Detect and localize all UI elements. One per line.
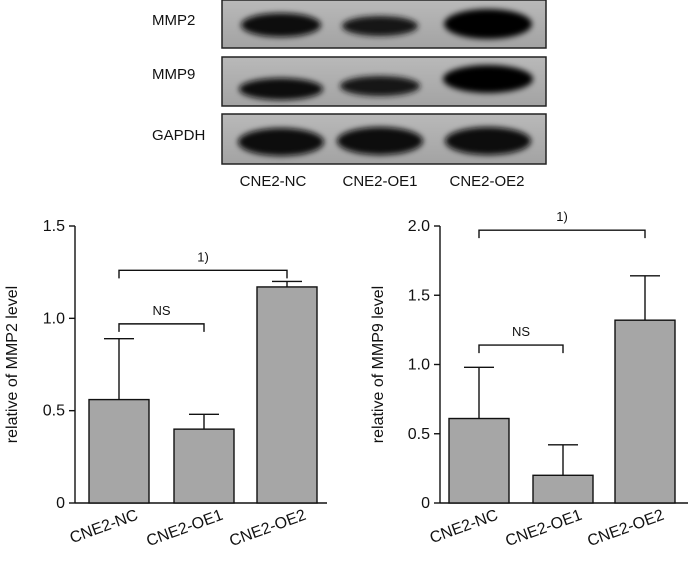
bar-cne2-oe1	[532, 474, 594, 504]
blot-strip-gapdh	[221, 113, 547, 165]
y-tick-label: 2.0	[408, 218, 430, 235]
bar-cne2-oe1	[173, 428, 235, 504]
bar-cne2-oe2	[614, 319, 676, 504]
blot-label-mmp9: MMP9	[152, 66, 195, 83]
blot-strip-mmp9	[221, 56, 547, 107]
y-tick-label: 0.5	[43, 403, 65, 420]
x-tick-label: CNE2-NC	[428, 507, 501, 547]
y-tick-label: 0.5	[408, 426, 430, 443]
y-tick-label: 1.5	[43, 218, 65, 235]
blot-lane-label-oe1: CNE2-OE1	[342, 173, 417, 190]
significance-label: NS	[152, 303, 170, 318]
y-tick-label: 1.5	[408, 287, 430, 304]
significance-bracket	[478, 344, 564, 354]
x-tick-label: CNE2-OE2	[585, 507, 666, 550]
chart-mmp9: 0 0.5 1.0 1.5 2.0 relative of MMP9 level CNE2-…	[370, 209, 688, 550]
significance-label: NS	[512, 324, 530, 339]
blot-label-gapdh: GAPDH	[152, 127, 205, 144]
y-tick-label: 0	[56, 495, 65, 512]
y-tick-label: 1.0	[43, 310, 65, 327]
significance-label: 1)	[197, 249, 209, 264]
x-tick-label: CNE2-OE2	[227, 507, 308, 550]
blot-strip-mmp2	[221, 0, 547, 49]
significance-bracket	[118, 269, 288, 279]
x-tick-label: CNE2-OE1	[503, 507, 584, 550]
significance-bracket	[478, 229, 646, 239]
y-tick-label: 1.0	[408, 357, 430, 374]
x-tick-label: CNE2-NC	[68, 507, 141, 547]
bar-cne2-nc	[448, 417, 510, 504]
y-axis-label: relative of MMP9 level	[370, 286, 387, 443]
significance-bracket	[118, 323, 205, 332]
blot-label-mmp2: MMP2	[152, 12, 195, 29]
y-tick-label: 0	[421, 495, 430, 512]
y-axis-label: relative of MMP2 level	[4, 286, 21, 443]
significance-label: 1)	[556, 209, 568, 224]
bar-cne2-oe2	[256, 286, 318, 504]
blot-lane-label-oe2: CNE2-OE2	[449, 173, 524, 190]
bar-cne2-nc	[88, 398, 150, 504]
x-tick-label: CNE2-OE1	[144, 507, 225, 550]
blot-lane-label-nc: CNE2-NC	[240, 173, 307, 190]
